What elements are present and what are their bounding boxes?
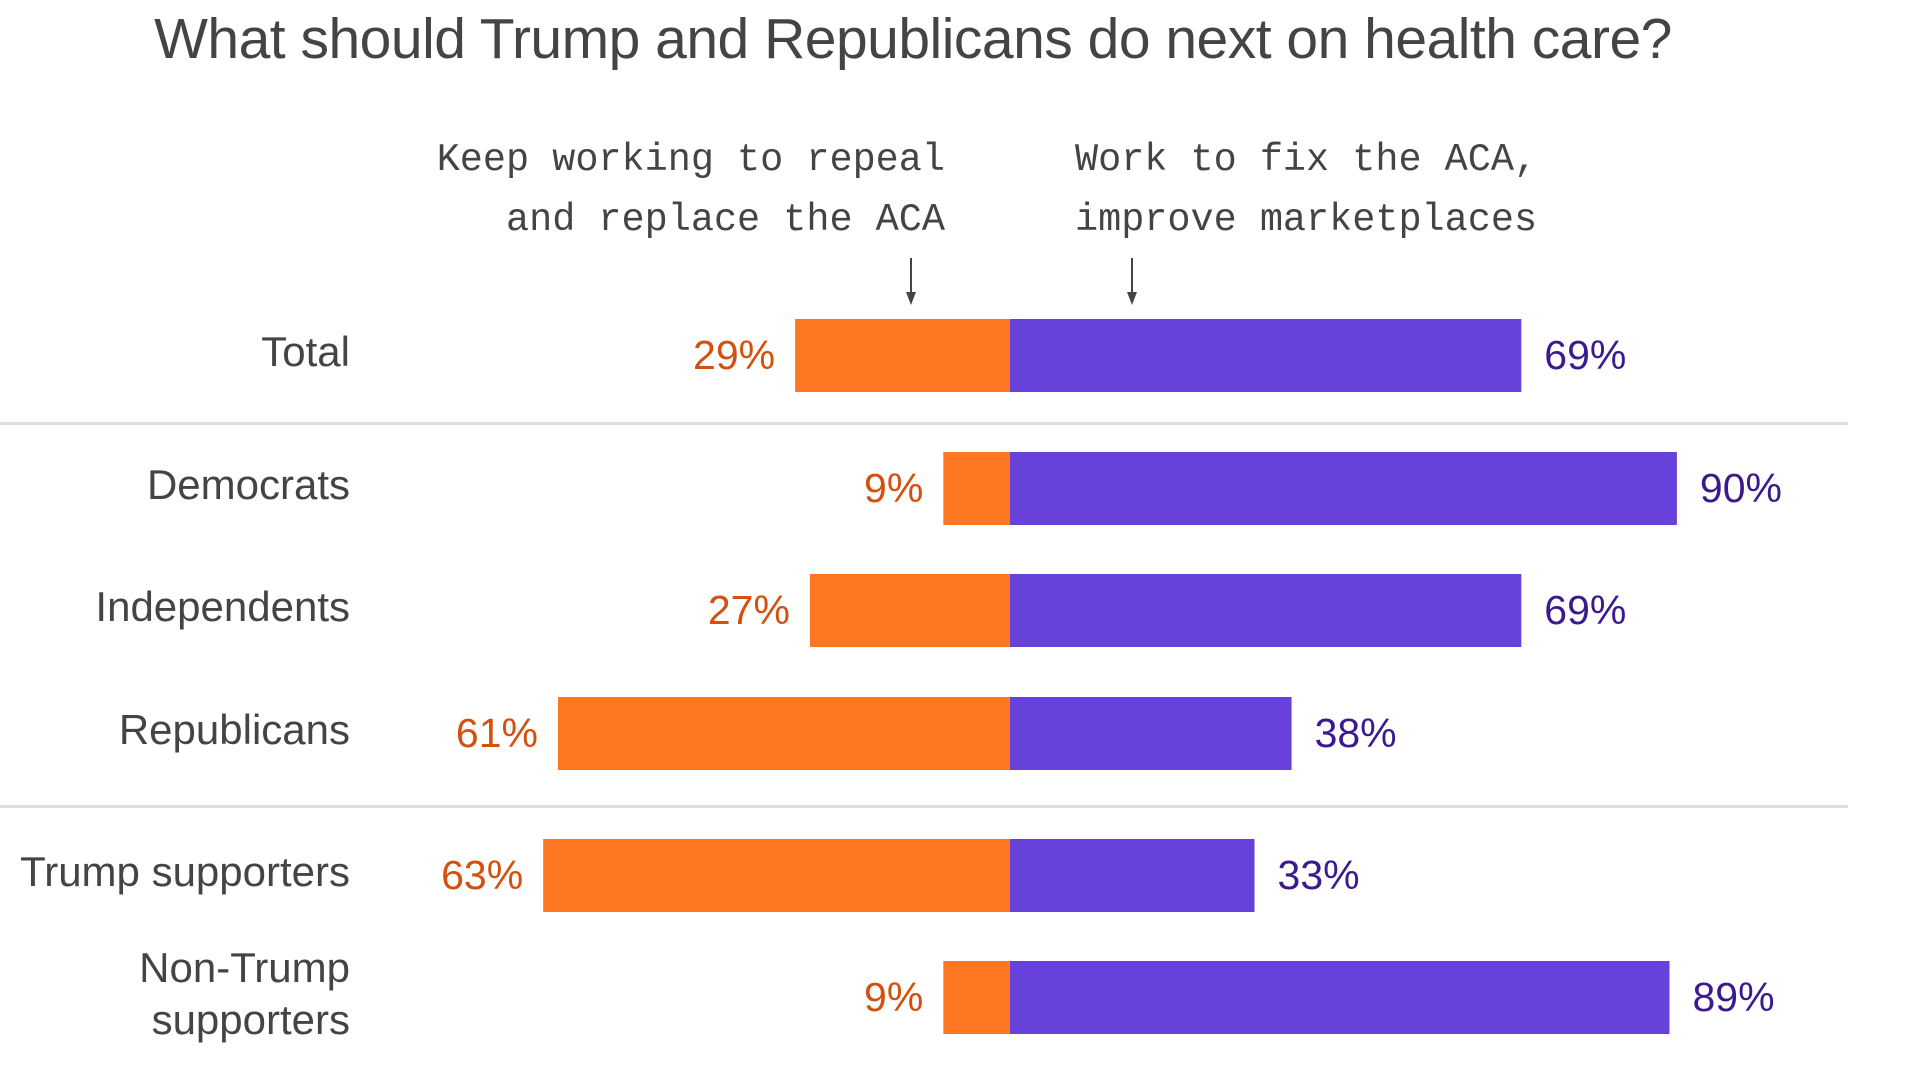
- series-header-repeal: Keep working to repeal and replace the A…: [437, 130, 945, 250]
- header-arrows: [906, 258, 1137, 305]
- series-header-repeal-line-2: and replace the ACA: [506, 198, 945, 242]
- bar-fix-trump-supporters: [1010, 839, 1255, 912]
- bar-repeal-republicans: [557, 697, 1010, 770]
- chart-title: What should Trump and Republicans do nex…: [154, 7, 1672, 71]
- category-label-trump-supporters: Trump supporters: [20, 846, 350, 898]
- bars: [543, 319, 1677, 1034]
- arrow-down-icon-fix: [1127, 258, 1137, 305]
- value-label-fix-republicans: 38%: [1315, 710, 1397, 756]
- series-header-fix: Work to fix the ACA, improve marketplace…: [1075, 130, 1537, 250]
- bar-fix-independents: [1010, 574, 1522, 647]
- series-header-repeal-line-1: Keep working to repeal: [436, 138, 945, 182]
- value-label-fix-total: 69%: [1544, 332, 1626, 378]
- value-label-fix-democrats: 90%: [1700, 465, 1782, 511]
- category-label-line: Total: [261, 327, 350, 375]
- value-label-fix-non-trump-supporters: 89%: [1692, 974, 1774, 1020]
- bar-fix-republicans: [1010, 697, 1292, 770]
- value-label-fix-independents: 69%: [1544, 587, 1626, 633]
- category-label-line: Trump supporters: [20, 847, 350, 895]
- category-label-line: Democrats: [146, 460, 350, 508]
- value-labels: 29% 9% 27% 61% 63% 9% 69% 90% 69% 38% 33% 89%: [441, 332, 1782, 1020]
- group-divider-2: [0, 805, 1848, 808]
- value-label-repeal-total: 29%: [693, 332, 775, 378]
- bar-fix-non-trump-supporters: [1010, 961, 1670, 1034]
- value-label-repeal-independents: 27%: [708, 587, 790, 633]
- arrow-down-icon-fix-head: [1127, 292, 1137, 305]
- arrow-down-icon-repeal-head: [906, 292, 916, 305]
- value-label-repeal-democrats: 9%: [864, 465, 923, 511]
- category-label-republicans: Republicans: [119, 704, 350, 756]
- bar-fix-total: [1010, 319, 1522, 392]
- category-label-line: Non-Trump: [139, 943, 350, 991]
- category-label-non-trump-supporters: Non-Trump supporters: [139, 942, 350, 1046]
- value-label-repeal-non-trump-supporters: 9%: [864, 974, 923, 1020]
- series-header-fix-line-2: improve marketplaces: [1075, 198, 1538, 242]
- bar-fix-democrats: [1010, 452, 1677, 525]
- series-header-fix-line-1: Work to fix the ACA,: [1075, 138, 1538, 182]
- category-label-democrats: Democrats: [147, 459, 350, 511]
- value-label-repeal-trump-supporters: 63%: [441, 852, 523, 898]
- category-label-line: Republicans: [118, 705, 350, 753]
- category-label-line: supporters: [151, 995, 350, 1043]
- value-label-repeal-republicans: 61%: [456, 710, 538, 756]
- bar-repeal-total: [795, 319, 1010, 392]
- bar-repeal-trump-supporters: [543, 839, 1010, 912]
- group-divider-1: [0, 422, 1848, 425]
- category-label-independents: Independents: [95, 581, 350, 633]
- arrow-down-icon-repeal: [906, 258, 916, 305]
- category-label-line: Independents: [95, 582, 350, 630]
- value-label-fix-trump-supporters: 33%: [1278, 852, 1360, 898]
- bar-repeal-democrats: [943, 452, 1010, 525]
- bar-repeal-non-trump-supporters: [943, 961, 1010, 1034]
- category-label-total: Total: [261, 326, 350, 378]
- bar-repeal-independents: [809, 574, 1010, 647]
